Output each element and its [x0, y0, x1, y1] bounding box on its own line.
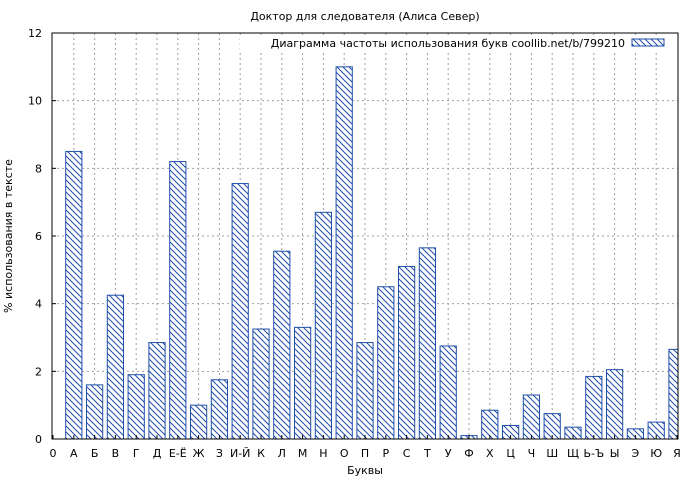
y-tick-label: 12 — [28, 27, 42, 40]
bars — [65, 66, 679, 440]
x-tick-label: Ю — [650, 447, 662, 460]
bar — [65, 150, 83, 440]
legend: Диаграмма частоты использования букв coo… — [240, 35, 675, 51]
x-axis-label: Буквы — [347, 464, 383, 477]
y-tick-label: 8 — [35, 162, 42, 175]
legend-box — [240, 35, 675, 51]
x-tick-label: П — [361, 447, 369, 460]
y-tick-label: 2 — [35, 365, 42, 378]
bar — [356, 342, 374, 440]
x-tick-label: Р — [382, 447, 389, 460]
x-tick-label: А — [70, 447, 78, 460]
x-tick-label: Б — [91, 447, 99, 460]
bar — [106, 294, 125, 440]
x-tick-label: Ф — [464, 447, 473, 460]
bar — [231, 183, 249, 440]
bar — [522, 394, 541, 440]
bar — [189, 404, 208, 440]
x-tick-label: Ы — [610, 447, 620, 460]
bar — [148, 342, 166, 440]
bar — [377, 286, 395, 440]
x-tick-label: Ь-Ъ — [583, 447, 604, 460]
bar — [439, 345, 457, 440]
legend-swatch — [631, 38, 665, 47]
bar — [293, 326, 312, 440]
x-tick-label: Г — [133, 447, 140, 460]
y-axis: 0 2 4 6 8 10 12 — [28, 27, 56, 446]
bar — [127, 374, 145, 440]
bar — [210, 379, 229, 440]
x-tick-label: О — [340, 447, 349, 460]
bar — [418, 247, 437, 440]
bar — [252, 328, 270, 440]
y-tick-label: 4 — [35, 298, 42, 311]
bar — [605, 369, 624, 440]
grid — [52, 33, 678, 439]
x-tick-label: Х — [486, 447, 494, 460]
x-tick-label: Я — [673, 447, 681, 460]
x-tick-label: М — [298, 447, 308, 460]
x-tick-label: Н — [319, 447, 327, 460]
bar — [397, 265, 416, 440]
bar — [585, 375, 603, 440]
bar — [273, 250, 291, 440]
bar — [335, 66, 353, 440]
x-tick-label: Щ — [567, 447, 579, 460]
y-axis-label: % использования в тексте — [2, 159, 15, 313]
x-tick-label: У — [445, 447, 452, 460]
x-tick-label: Т — [423, 447, 431, 460]
x-tick-label: Ж — [193, 447, 205, 460]
legend-label: Диаграмма частоты использования букв coo… — [271, 37, 625, 50]
x-tick-label: З — [216, 447, 223, 460]
y-tick-label: 10 — [28, 95, 42, 108]
bar — [169, 161, 187, 440]
x-tick-label: С — [403, 447, 411, 460]
bar — [85, 384, 104, 440]
x-tick-label: Е-Ё — [169, 447, 187, 460]
chart-title: Доктор для следователя (Алиса Север) — [250, 10, 479, 23]
x-tick-label: Ч — [528, 447, 536, 460]
x-tick-label: Э — [632, 447, 640, 460]
bar — [668, 348, 679, 440]
x-axis: 0 А Б В Г Д Е-Ё Ж З И-Й К Л М Н О П Р С Т У Ф Х Ц Ч Ш Щ Ь-Ъ Ы Э Ю Я — [50, 435, 681, 460]
bar — [481, 409, 499, 440]
x-tick-label: 0 — [50, 447, 57, 460]
x-tick-label: И-Й — [230, 447, 250, 460]
x-tick-label: Д — [153, 447, 162, 460]
x-tick-label: В — [112, 447, 120, 460]
x-tick-label: Ш — [546, 447, 558, 460]
bar — [314, 211, 333, 440]
x-tick-label: Ц — [506, 447, 515, 460]
y-tick-label: 6 — [35, 230, 42, 243]
x-tick-label: К — [257, 447, 265, 460]
y-tick-label: 0 — [35, 433, 42, 446]
x-tick-label: Л — [278, 447, 286, 460]
